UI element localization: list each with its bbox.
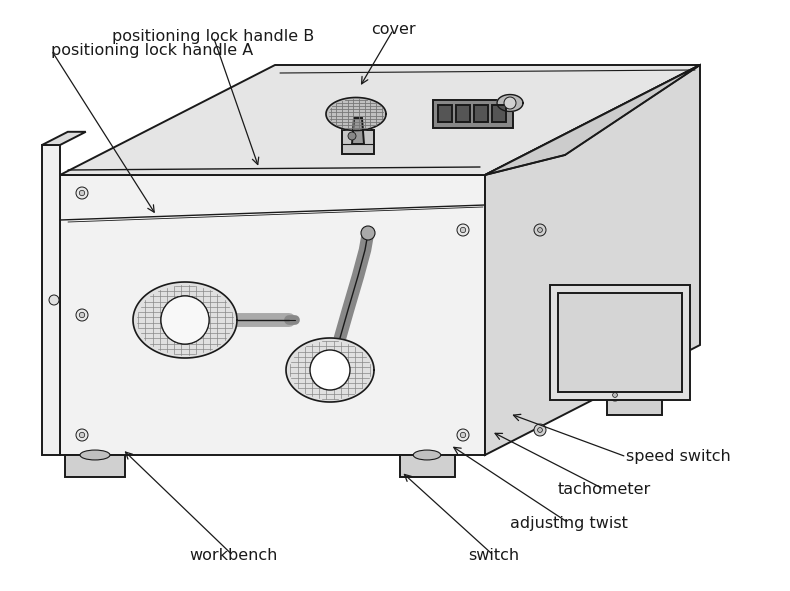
Polygon shape xyxy=(342,130,374,154)
Circle shape xyxy=(361,226,375,240)
Circle shape xyxy=(538,428,543,433)
Polygon shape xyxy=(474,105,488,122)
Circle shape xyxy=(79,190,85,196)
Circle shape xyxy=(310,350,350,390)
Polygon shape xyxy=(497,95,523,112)
Circle shape xyxy=(534,224,546,236)
Text: switch: switch xyxy=(468,548,519,563)
Text: speed switch: speed switch xyxy=(626,449,732,465)
Text: adjusting twist: adjusting twist xyxy=(510,515,628,531)
Polygon shape xyxy=(60,65,700,175)
Polygon shape xyxy=(65,455,125,477)
Circle shape xyxy=(161,296,209,344)
Text: positioning lock handle B: positioning lock handle B xyxy=(112,29,314,44)
Circle shape xyxy=(612,392,618,397)
Circle shape xyxy=(76,187,88,199)
Circle shape xyxy=(457,429,469,441)
Circle shape xyxy=(348,132,356,140)
Polygon shape xyxy=(60,175,485,455)
Polygon shape xyxy=(433,100,513,128)
Text: positioning lock handle A: positioning lock handle A xyxy=(51,43,254,58)
Circle shape xyxy=(161,296,209,344)
Circle shape xyxy=(461,228,465,233)
Polygon shape xyxy=(485,65,700,455)
Text: tachometer: tachometer xyxy=(558,482,651,497)
Polygon shape xyxy=(485,65,700,175)
Polygon shape xyxy=(550,285,690,400)
Circle shape xyxy=(79,312,85,318)
Circle shape xyxy=(76,429,88,441)
Circle shape xyxy=(612,313,618,317)
Circle shape xyxy=(457,224,469,236)
Circle shape xyxy=(534,424,546,436)
Circle shape xyxy=(538,228,543,232)
Polygon shape xyxy=(492,105,506,122)
Polygon shape xyxy=(42,132,86,145)
Polygon shape xyxy=(286,338,374,402)
Polygon shape xyxy=(326,98,386,131)
Polygon shape xyxy=(456,105,470,122)
Circle shape xyxy=(79,432,85,438)
Circle shape xyxy=(504,97,516,109)
Polygon shape xyxy=(42,145,60,455)
Circle shape xyxy=(76,309,88,321)
Polygon shape xyxy=(352,118,364,144)
Ellipse shape xyxy=(413,450,441,460)
Text: cover: cover xyxy=(371,22,416,37)
Polygon shape xyxy=(133,282,237,358)
Circle shape xyxy=(49,295,59,305)
Circle shape xyxy=(609,309,621,321)
Circle shape xyxy=(461,432,465,438)
Text: workbench: workbench xyxy=(189,548,277,563)
Ellipse shape xyxy=(80,450,110,460)
Polygon shape xyxy=(558,293,682,392)
Ellipse shape xyxy=(620,391,648,400)
Polygon shape xyxy=(607,395,662,415)
Polygon shape xyxy=(438,105,452,122)
Circle shape xyxy=(609,389,621,401)
Polygon shape xyxy=(400,455,455,477)
